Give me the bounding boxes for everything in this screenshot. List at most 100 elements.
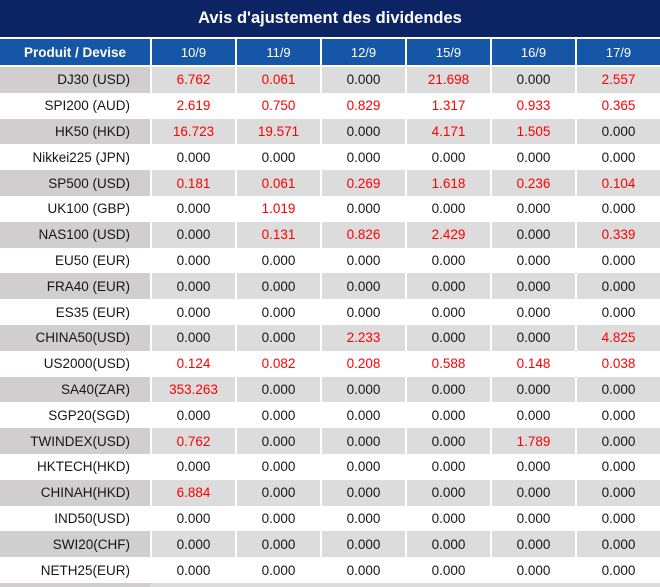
product-cell: SWI20(CHF) <box>0 531 150 558</box>
value-cell: 1.019 <box>235 195 320 222</box>
value-cell: 0.588 <box>405 350 490 377</box>
column-header-date-1: 10/9 <box>150 39 235 65</box>
value-cell: 0.000 <box>320 376 405 403</box>
value-cell: 0.933 <box>490 92 575 119</box>
value-cell: 21.698 <box>405 67 490 93</box>
column-header-date-3: 12/9 <box>320 39 405 65</box>
product-cell: SP500 (USD) <box>0 170 150 196</box>
value-cell: 19.571 <box>235 118 320 145</box>
value-cell: 0.000 <box>235 479 320 506</box>
value-cell: 0.000 <box>150 144 235 171</box>
value-cell: 0.365 <box>575 92 660 119</box>
value-cell: 0.000 <box>575 505 660 532</box>
table-row: ES35 (EUR) 0.000 0.000 0.000 0.000 0.000 0.000 <box>0 299 660 325</box>
value-cell: 0.000 <box>320 402 405 429</box>
product-cell: US2000(USD) <box>0 350 150 377</box>
table-row: EU50 (EUR) 0.000 0.000 0.000 0.000 0.000 0.000 <box>0 247 660 274</box>
column-header-date-5: 16/9 <box>490 39 575 65</box>
product-cell: Nikkei225 (JPN) <box>0 144 150 171</box>
value-cell: 0.000 <box>575 273 660 300</box>
value-cell: 0.208 <box>320 350 405 377</box>
value-cell: 0.000 <box>575 144 660 171</box>
table-row: DJ30 (USD) 6.762 0.061 0.000 21.698 0.000 2.55… <box>0 67 660 93</box>
value-cell: 2.233 <box>320 324 405 351</box>
value-cell: 0.000 <box>320 505 405 532</box>
value-cell: 0.000 <box>575 376 660 403</box>
value-cell: 6.762 <box>150 67 235 93</box>
value-cell: 0.000 <box>150 557 235 583</box>
product-cell: CHINAH(HKD) <box>0 479 150 506</box>
value-cell: 2.557 <box>575 67 660 93</box>
value-cell: 1.317 <box>405 92 490 119</box>
value-cell: 0.000 <box>235 531 320 558</box>
value-cell: 4.825 <box>575 324 660 351</box>
value-cell: 0.000 <box>150 273 235 300</box>
value-cell: 0.000 <box>235 144 320 171</box>
product-cell: UK100 (GBP) <box>0 195 150 222</box>
value-cell: 0.000 <box>235 428 320 454</box>
value-cell: 0.000 <box>235 402 320 429</box>
table-row: IND50(USD) 0.000 0.000 0.000 0.000 0.000 0.000 <box>0 505 660 532</box>
value-cell: 0.000 <box>490 402 575 429</box>
table-row: HKTECH(HKD) 0.000 0.000 0.000 0.000 0.000 0.00… <box>0 453 660 480</box>
table-row: NAS100 (USD) 0.000 0.131 0.826 2.429 0.000 0.3… <box>0 221 660 248</box>
table-row: SWI20(CHF) 0.000 0.000 0.000 0.000 0.000 0.000 <box>0 531 660 558</box>
value-cell: 0.000 <box>150 221 235 248</box>
value-cell: 0.000 <box>490 195 575 222</box>
value-cell: 0.236 <box>490 170 575 196</box>
column-header-product: Produit / Devise <box>0 39 150 65</box>
value-cell: 0.000 <box>150 402 235 429</box>
value-cell: 0.762 <box>150 428 235 454</box>
value-cell: 0.000 <box>150 299 235 325</box>
value-cell: 0.148 <box>490 350 575 377</box>
value-cell: 0.339 <box>575 221 660 248</box>
value-cell: 1.505 <box>490 118 575 145</box>
value-cell: 0.000 <box>405 479 490 506</box>
value-cell: 0.000 <box>320 428 405 454</box>
table-row: FRA40 (EUR) 0.000 0.000 0.000 0.000 0.000 0.00… <box>0 273 660 300</box>
value-cell: 0.000 <box>490 324 575 351</box>
value-cell: 0.000 <box>490 221 575 248</box>
table-row: US2000(USD) 0.124 0.082 0.208 0.588 0.148 0.03… <box>0 350 660 377</box>
table-row: SP500 (USD) 0.181 0.061 0.269 1.618 0.236 0.10… <box>0 170 660 196</box>
value-cell: 0.124 <box>150 350 235 377</box>
value-cell: 0.000 <box>235 273 320 300</box>
value-cell: 0.000 <box>575 299 660 325</box>
value-cell: 0.000 <box>490 144 575 171</box>
value-cell: 0.000 <box>490 299 575 325</box>
table-row: SPI200 (AUD) 2.619 0.750 0.829 1.317 0.933 0.3… <box>0 92 660 119</box>
value-cell: 0.000 <box>320 557 405 583</box>
value-cell: 0.000 <box>575 479 660 506</box>
product-cell: IND50(USD) <box>0 505 150 532</box>
value-cell: 2.429 <box>405 221 490 248</box>
value-cell: 0.000 <box>405 299 490 325</box>
bottom-strip-right <box>150 582 660 587</box>
column-header-date-6: 17/9 <box>575 39 660 65</box>
value-cell: 0.000 <box>405 453 490 480</box>
table-row: NETH25(EUR) 0.000 0.000 0.000 0.000 0.000 0.00… <box>0 557 660 583</box>
value-cell: 0.000 <box>320 118 405 145</box>
table-row: CHINAH(HKD) 6.884 0.000 0.000 0.000 0.000 0.00… <box>0 479 660 506</box>
value-cell: 0.000 <box>575 531 660 558</box>
value-cell: 0.000 <box>575 402 660 429</box>
value-cell: 0.000 <box>235 376 320 403</box>
value-cell: 1.618 <box>405 170 490 196</box>
value-cell: 0.000 <box>405 557 490 583</box>
value-cell: 16.723 <box>150 118 235 145</box>
value-cell: 0.000 <box>235 453 320 480</box>
product-cell: EU50 (EUR) <box>0 247 150 274</box>
value-cell: 0.000 <box>320 531 405 558</box>
value-cell: 0.000 <box>150 195 235 222</box>
column-header-date-2: 11/9 <box>235 39 320 65</box>
product-cell: CHINA50(USD) <box>0 324 150 351</box>
table-row: Nikkei225 (JPN) 0.000 0.000 0.000 0.000 0.000… <box>0 144 660 171</box>
product-cell: TWINDEX(USD) <box>0 428 150 454</box>
product-cell: SGP20(SGD) <box>0 402 150 429</box>
table-row: CHINA50(USD) 0.000 0.000 2.233 0.000 0.000 4.8… <box>0 324 660 351</box>
value-cell: 0.000 <box>490 247 575 274</box>
value-cell: 0.000 <box>320 299 405 325</box>
value-cell: 0.000 <box>490 479 575 506</box>
value-cell: 0.038 <box>575 350 660 377</box>
value-cell: 0.000 <box>405 376 490 403</box>
value-cell: 0.000 <box>320 195 405 222</box>
